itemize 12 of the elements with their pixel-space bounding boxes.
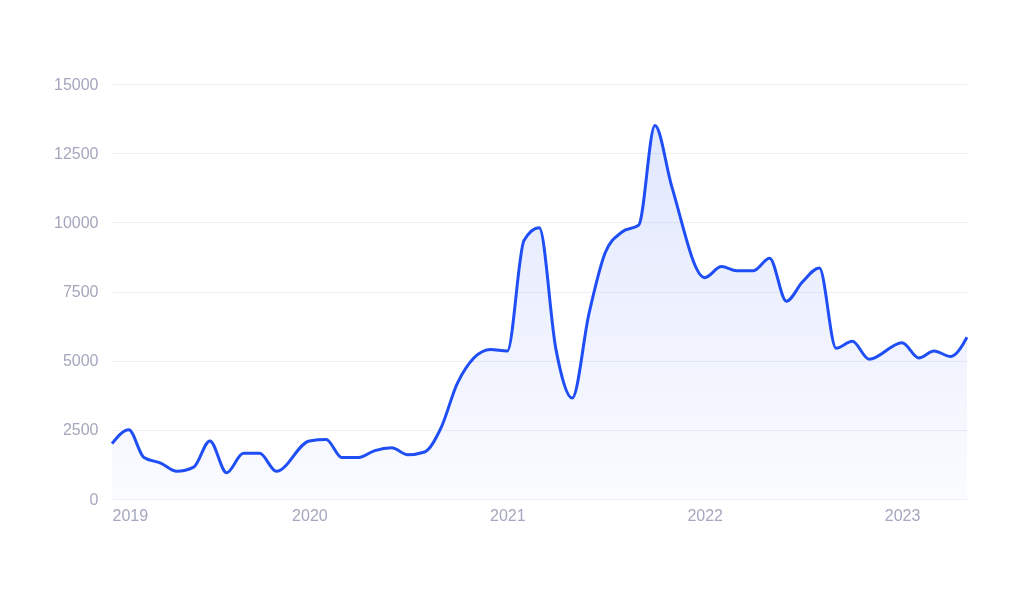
x-tick-label: 2022 [687, 506, 724, 524]
x-tick-label: 2020 [292, 506, 328, 524]
y-tick-label: 10000 [54, 213, 99, 231]
y-tick-label: 2500 [62, 421, 99, 439]
y-tick-label: 5000 [62, 352, 99, 370]
y-tick-label: 15000 [54, 75, 99, 93]
x-tick-label: 2019 [112, 506, 149, 524]
y-tick-label: 12500 [54, 144, 99, 162]
x-tick-label: 2023 [884, 506, 921, 524]
y-tick-label: 0 [89, 490, 99, 508]
y-tick-label: 7500 [62, 283, 99, 300]
x-tick-label: 2021 [490, 506, 526, 524]
